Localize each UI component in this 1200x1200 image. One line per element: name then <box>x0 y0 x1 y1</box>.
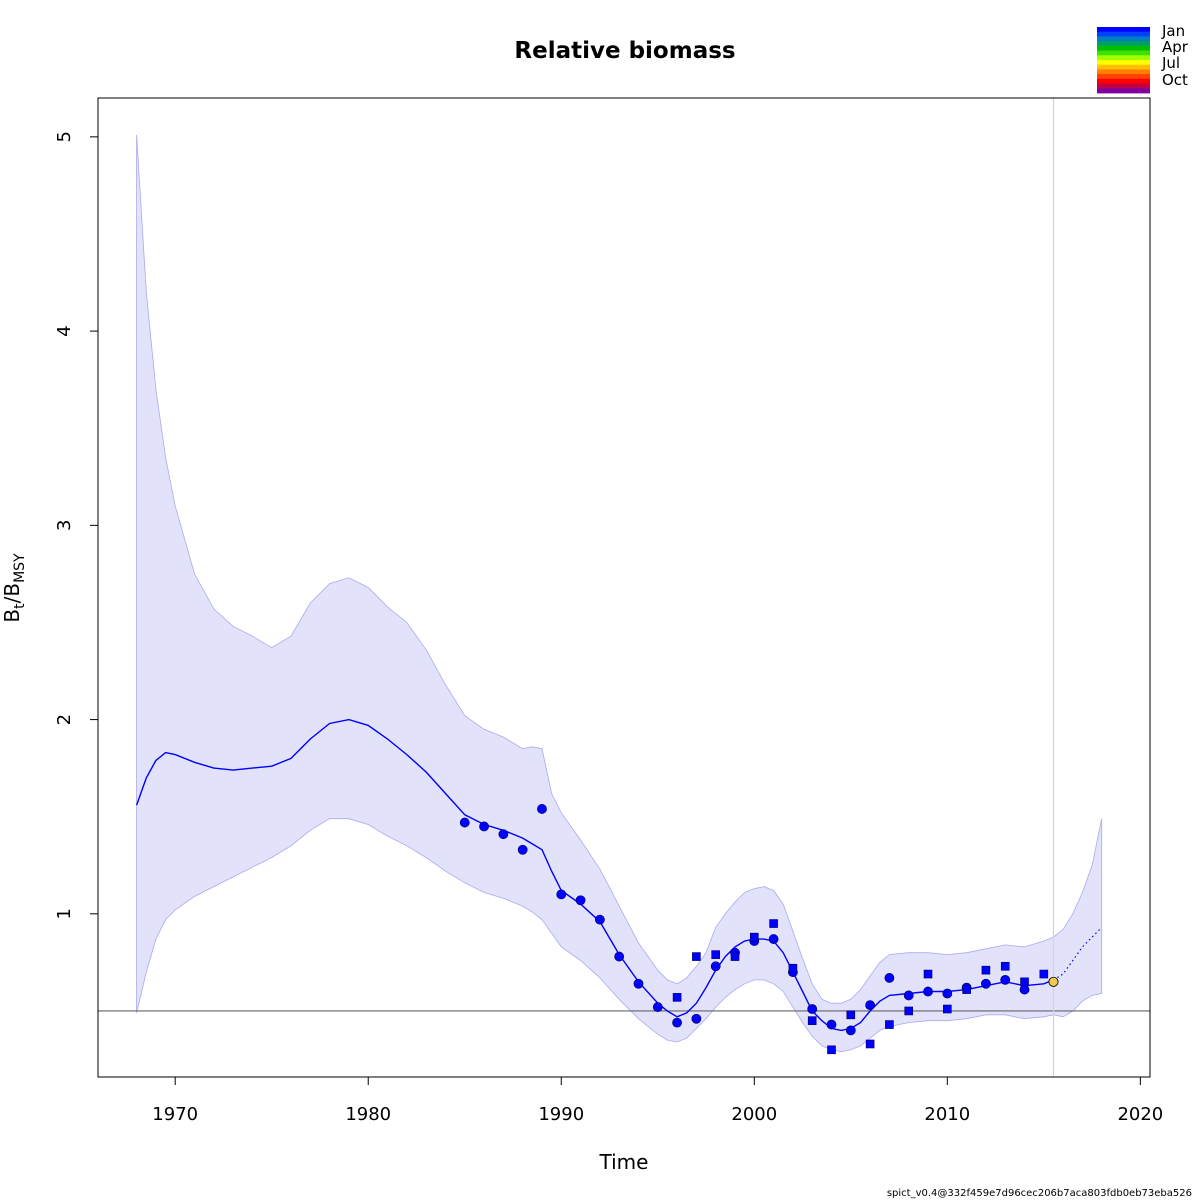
index2-point <box>769 919 778 928</box>
index1-point <box>672 1017 682 1028</box>
x-tick-label: 1970 <box>152 1104 198 1125</box>
index2-point <box>846 1010 856 1020</box>
x-tick-label: 2010 <box>924 1104 970 1125</box>
index1-point <box>556 889 567 900</box>
index2-point <box>730 952 740 961</box>
y-axis-title: Bt/BMSY <box>0 553 28 623</box>
y-axis-title-main: B <box>0 609 24 623</box>
forecast-line <box>1053 926 1103 981</box>
legend-color-stripe <box>1097 45 1150 51</box>
index2-point <box>788 963 798 973</box>
footer-version: spict_v0.4@332f459e7d96cec206b7aca803fdb… <box>887 1188 1192 1199</box>
index1-point <box>633 978 644 989</box>
index1-point <box>710 961 721 972</box>
index1-point <box>459 817 470 828</box>
last-estimate-point <box>1048 976 1059 987</box>
index1-point <box>479 821 489 832</box>
index1-point <box>807 1004 818 1014</box>
y-axis-title-mid: /B <box>0 583 24 603</box>
index2-point <box>827 1045 836 1055</box>
legend-color-stripe <box>1097 55 1150 61</box>
index2-point <box>885 1020 894 1029</box>
legend-color-stripe <box>1097 60 1150 66</box>
index2-point <box>1020 977 1029 987</box>
index1-point <box>498 829 509 840</box>
index1-point <box>884 973 895 983</box>
legend-label: Oct <box>1162 71 1188 89</box>
y-axis-title-sub-msy: MSY <box>12 553 28 583</box>
y-tick-label: 2 <box>54 714 75 725</box>
x-tick-label: 2020 <box>1117 1104 1163 1125</box>
index2-point <box>962 985 971 994</box>
confidence-band-layer <box>136 134 1103 1053</box>
legend-color-stripe <box>1097 41 1150 47</box>
index1-point <box>614 951 625 962</box>
index2-point <box>749 932 759 942</box>
index1-point <box>537 804 547 814</box>
confidence-band <box>136 134 1103 1053</box>
index1-point <box>1000 974 1011 985</box>
legend-color-stripe <box>1097 78 1150 84</box>
index2-point <box>904 1006 914 1016</box>
index1-point <box>652 1002 663 1012</box>
index2-point <box>1039 969 1049 979</box>
index2-point <box>943 1004 952 1014</box>
index1-point <box>865 1000 876 1011</box>
index1-point <box>691 1013 702 1024</box>
index2-point <box>865 1039 875 1049</box>
x-tick-label: 1980 <box>345 1104 391 1125</box>
legend-color-stripe <box>1097 88 1150 94</box>
legend-label: Apr <box>1162 38 1189 56</box>
index2-point <box>981 965 991 975</box>
reference-line-layer <box>98 98 1150 1077</box>
x-tick-label: 1990 <box>538 1104 584 1125</box>
legend-color-stripe <box>1097 50 1150 56</box>
index2-point <box>807 1016 817 1025</box>
legend-color-stripe <box>1097 36 1150 42</box>
index1-point <box>575 895 586 906</box>
index2-point <box>711 950 720 959</box>
x-axis-title: Time <box>599 1150 649 1174</box>
index1-point <box>768 934 779 944</box>
chart-title: Relative biomass <box>514 38 735 64</box>
y-tick-label: 4 <box>54 325 75 336</box>
y-tick-label: 1 <box>54 908 75 919</box>
index1-point <box>826 1019 837 1030</box>
legend-color-stripe <box>1097 64 1150 70</box>
index1-point <box>903 990 914 1001</box>
index2-point <box>672 993 682 1002</box>
index1-point <box>594 914 605 925</box>
y-axis: 1 2 3 4 5 <box>54 131 99 920</box>
legend-label: Jan <box>1161 22 1185 40</box>
legend-color-stripe <box>1097 83 1150 89</box>
legend-color-stripe <box>1097 74 1150 80</box>
index2-point <box>692 952 701 961</box>
index-points-layer <box>459 804 1059 1055</box>
legend-color-stripe <box>1097 31 1150 37</box>
index1-point <box>923 986 933 997</box>
index2-point <box>1000 961 1010 971</box>
index1-point <box>1019 984 1030 995</box>
y-tick-label: 3 <box>54 520 75 531</box>
index1-point <box>517 844 528 855</box>
y-axis-title-sub-t: t <box>12 603 28 609</box>
legend-color-stripe <box>1097 27 1150 33</box>
x-tick-label: 2000 <box>731 1104 777 1125</box>
legend-label: Jul <box>1161 54 1180 72</box>
index1-point <box>845 1025 856 1036</box>
index2-point <box>923 969 933 979</box>
x-axis: 1970 1980 1990 2000 2010 2020 <box>152 1076 1163 1125</box>
plot-clip-group <box>98 98 1150 1077</box>
index1-point <box>942 988 953 999</box>
index1-point <box>981 978 991 989</box>
legend-color-stripe <box>1097 69 1150 75</box>
y-tick-label: 5 <box>54 131 75 142</box>
